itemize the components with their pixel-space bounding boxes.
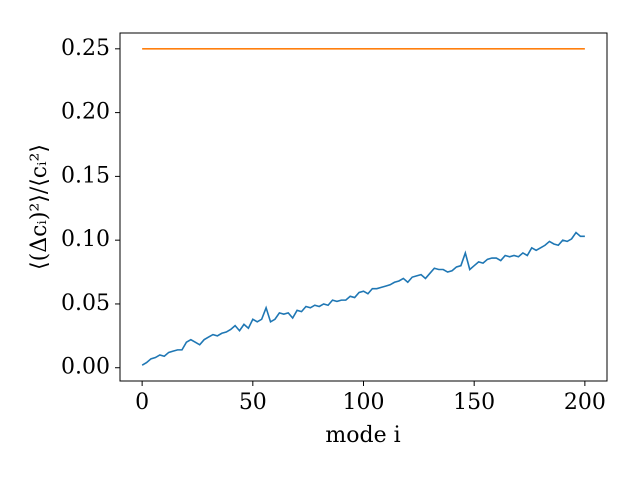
x-tick-label: 50 — [239, 390, 267, 415]
y-tick-label: 0.20 — [61, 100, 110, 125]
y-axis-label: ⟨(Δcᵢ)²⟩/⟨cᵢ²⟩ — [27, 144, 52, 270]
series-line — [141, 231, 585, 366]
plot-frame — [119, 32, 608, 382]
y-tick-label: 0.15 — [61, 163, 110, 188]
y-tick-label: 0.25 — [61, 36, 110, 61]
x-axis-label: mode i — [325, 423, 400, 448]
x-tick-label: 100 — [343, 390, 385, 415]
y-tick-label: 0.10 — [61, 227, 110, 252]
y-tick-label: 0.00 — [61, 355, 110, 380]
y-tick-label: 0.05 — [61, 291, 110, 316]
x-tick-label: 200 — [564, 390, 606, 415]
x-tick-label: 0 — [135, 390, 149, 415]
x-tick-label: 150 — [453, 390, 495, 415]
